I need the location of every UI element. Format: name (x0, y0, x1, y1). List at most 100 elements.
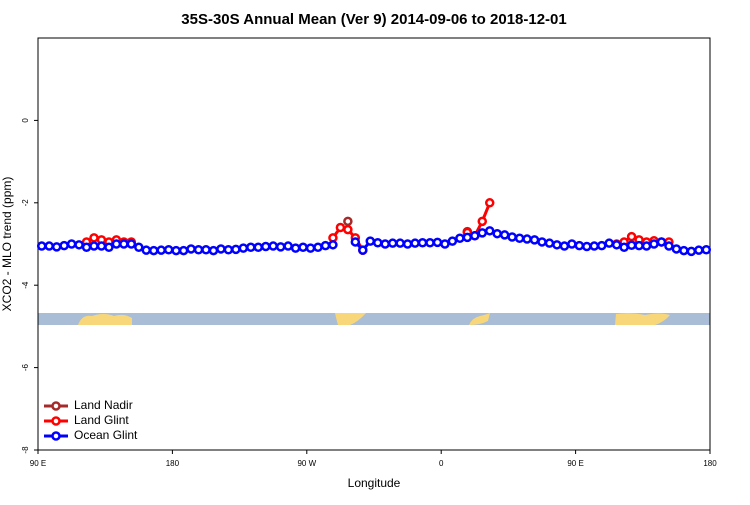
data-point (119, 239, 129, 249)
data-point (126, 239, 137, 249)
data-point (141, 245, 152, 255)
data-point (484, 198, 495, 208)
data-point (694, 245, 704, 255)
data-point (529, 235, 540, 245)
data-point (552, 240, 562, 250)
data-point (455, 233, 465, 243)
data-point (410, 238, 420, 248)
data-point (186, 244, 196, 254)
data-point (208, 245, 219, 256)
data-point (365, 236, 376, 246)
data-point (522, 234, 532, 244)
x-axis-label: Longitude (348, 476, 401, 490)
data-point (253, 242, 264, 253)
data-point (544, 238, 555, 248)
x-tick-label: 90 E (30, 459, 46, 468)
data-point (477, 228, 488, 238)
data-point (447, 236, 458, 246)
data-point (216, 244, 226, 254)
data-point (260, 241, 271, 252)
data-point (492, 228, 502, 239)
data-point (432, 237, 443, 248)
legend-label: Land Glint (74, 413, 129, 427)
data-point (343, 224, 353, 235)
data-point (163, 245, 174, 255)
data-point (89, 241, 99, 251)
data-point (596, 240, 607, 251)
data-point (59, 240, 69, 251)
data-point (626, 240, 637, 250)
data-point (537, 237, 547, 247)
data-point (582, 241, 592, 252)
data-point (402, 239, 413, 249)
data-point (335, 222, 346, 233)
data-point (626, 231, 637, 242)
data-point (462, 232, 473, 243)
data-point (96, 241, 107, 251)
data-point (36, 241, 47, 251)
legend-label: Land Nadir (74, 398, 133, 412)
data-point (193, 245, 204, 255)
legend-marker (51, 431, 61, 441)
data-point (425, 238, 435, 248)
data-point (649, 239, 659, 249)
world-map-strip (38, 313, 710, 325)
data-point (148, 245, 159, 256)
data-point (298, 242, 308, 253)
data-point (283, 241, 293, 251)
data-point (134, 242, 144, 253)
data-point (275, 242, 286, 252)
data-point (343, 216, 353, 227)
data-point (559, 241, 570, 251)
data-point (656, 237, 667, 247)
data-point (231, 244, 241, 255)
data-point (477, 216, 488, 227)
data-point (313, 242, 323, 253)
data-point (380, 239, 390, 249)
x-tick-label: 180 (703, 459, 717, 468)
data-point (619, 242, 629, 253)
data-point (514, 233, 525, 243)
data-point (395, 238, 405, 248)
data-point (372, 238, 383, 248)
data-point (574, 240, 585, 251)
data-point (358, 245, 368, 255)
data-point (171, 245, 181, 256)
data-point (156, 245, 166, 255)
data-point (104, 242, 114, 253)
data-point (484, 226, 495, 236)
data-point (290, 243, 301, 253)
x-tick-label: 90 W (297, 459, 316, 468)
x-tick-label: 0 (439, 459, 444, 468)
y-tick-label: -8 (21, 446, 30, 454)
data-point (305, 243, 316, 253)
y-axis-label: XCO2 - MLO trend (ppm) (0, 177, 14, 312)
data-point (634, 240, 644, 251)
data-point (679, 245, 689, 256)
data-point (44, 241, 54, 251)
data-point (701, 245, 712, 255)
y-tick-label: 0 (21, 118, 30, 123)
data-point (201, 245, 211, 255)
data-point (499, 230, 510, 240)
y-tick-label: -6 (21, 363, 30, 371)
legend-marker (51, 401, 61, 411)
data-point (440, 239, 450, 249)
data-point (507, 232, 517, 242)
data-point (246, 242, 256, 253)
data-point (268, 241, 278, 251)
y-tick-label: -4 (21, 281, 30, 289)
data-point (74, 240, 84, 250)
data-point (686, 246, 697, 257)
data-point (51, 242, 62, 252)
data-point (589, 241, 600, 251)
data-point (470, 231, 480, 241)
x-tick-label: 180 (166, 459, 180, 468)
y-tick-label: -2 (21, 199, 30, 207)
data-point (238, 243, 249, 253)
data-point (89, 233, 99, 243)
data-point (664, 241, 674, 251)
